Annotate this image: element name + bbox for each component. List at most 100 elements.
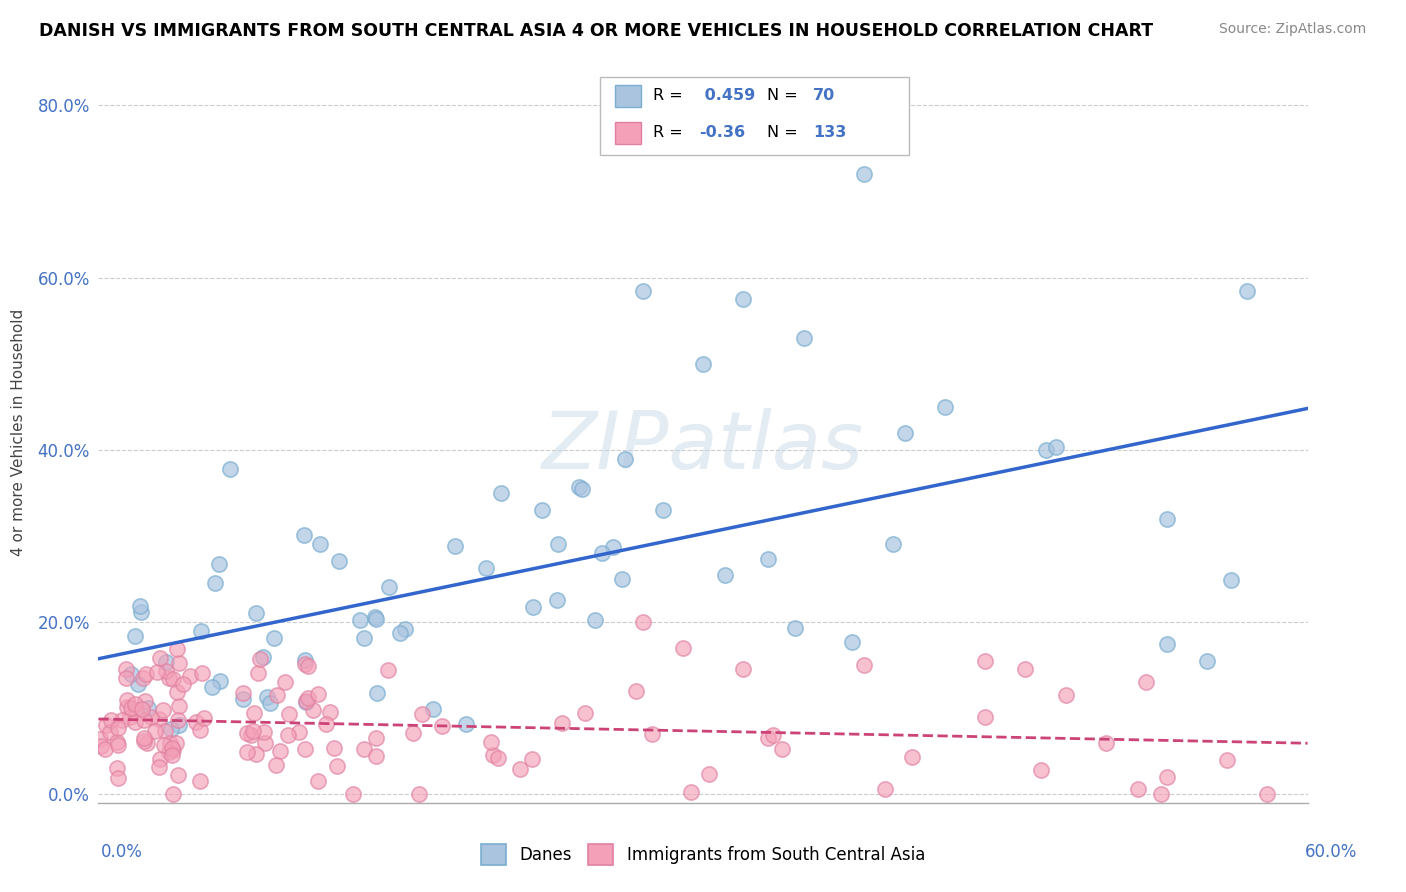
FancyBboxPatch shape [614,122,641,145]
Point [934,400,956,414]
Point [672,640,695,655]
Point [364,612,387,626]
Point [402,726,425,740]
Point [100,713,122,727]
Point [167,768,190,782]
FancyBboxPatch shape [614,85,641,107]
Text: 60.0%: 60.0% [1305,843,1357,861]
Point [96,717,118,731]
Point [408,787,430,801]
Point [411,706,433,721]
Point [159,722,181,736]
Point [444,539,467,553]
Point [118,709,141,723]
Point [184,714,207,729]
Point [149,650,172,665]
Point [167,656,190,670]
Point [614,451,637,466]
Point [394,623,416,637]
Text: DANISH VS IMMIGRANTS FROM SOUTH CENTRAL ASIA 4 OR MORE VEHICLES IN HOUSEHOLD COR: DANISH VS IMMIGRANTS FROM SOUTH CENTRAL … [39,22,1153,40]
Text: R =: R = [654,88,689,103]
Point [252,649,274,664]
Point [430,719,453,733]
Point [454,717,477,731]
Point [90,739,112,753]
Point [269,744,291,758]
Point [204,575,226,590]
Point [120,667,142,681]
Point [295,694,318,708]
Point [297,659,319,673]
Point [1195,654,1218,668]
Point [349,613,371,627]
Point [1126,782,1149,797]
Point [307,774,329,789]
Point [770,741,793,756]
Point [1236,284,1258,298]
Point [733,662,755,676]
Point [364,749,387,764]
Text: 0.0%: 0.0% [101,843,143,861]
Point [232,692,254,706]
Point [277,707,299,722]
Point [626,683,648,698]
Point [236,726,259,740]
Point [107,772,129,786]
Point [236,745,259,759]
Point [295,695,318,709]
Point [245,747,267,761]
Point [240,728,263,742]
Point [162,672,184,686]
Point [155,655,177,669]
Point [1135,675,1157,690]
Point [882,536,904,550]
Point [366,686,388,700]
Point [756,731,779,745]
Point [115,699,138,714]
Point [94,742,117,756]
Point [319,705,342,719]
Point [157,745,180,759]
Point [114,662,136,676]
Point [761,728,783,742]
Point [110,713,132,727]
Point [179,669,201,683]
Point [853,658,876,673]
Point [1150,787,1173,801]
Point [155,723,177,738]
Point [853,167,876,181]
Point [692,357,714,371]
Point [651,503,673,517]
Point [1045,440,1067,454]
Point [153,738,176,752]
Point [366,731,388,745]
Point [157,672,180,686]
Text: -0.36: -0.36 [699,126,745,141]
Text: R =: R = [654,126,689,141]
Point [132,713,155,727]
Point [166,641,188,656]
Point [105,735,128,749]
Point [208,674,231,689]
Point [242,724,264,739]
Point [1156,636,1178,650]
Point [591,546,613,560]
Point [162,787,184,801]
Point [342,787,364,801]
Point [249,652,271,666]
Point [201,680,224,694]
Point [785,621,807,635]
Point [132,734,155,748]
Point [520,752,543,766]
Text: 133: 133 [813,126,846,141]
Point [149,751,172,765]
Point [1156,770,1178,784]
Point [129,599,152,613]
Point [167,713,190,727]
Point [1256,787,1278,801]
Point [641,727,664,741]
Point [612,572,634,586]
Point [167,717,190,731]
Point [1014,662,1036,676]
Point [873,781,896,796]
